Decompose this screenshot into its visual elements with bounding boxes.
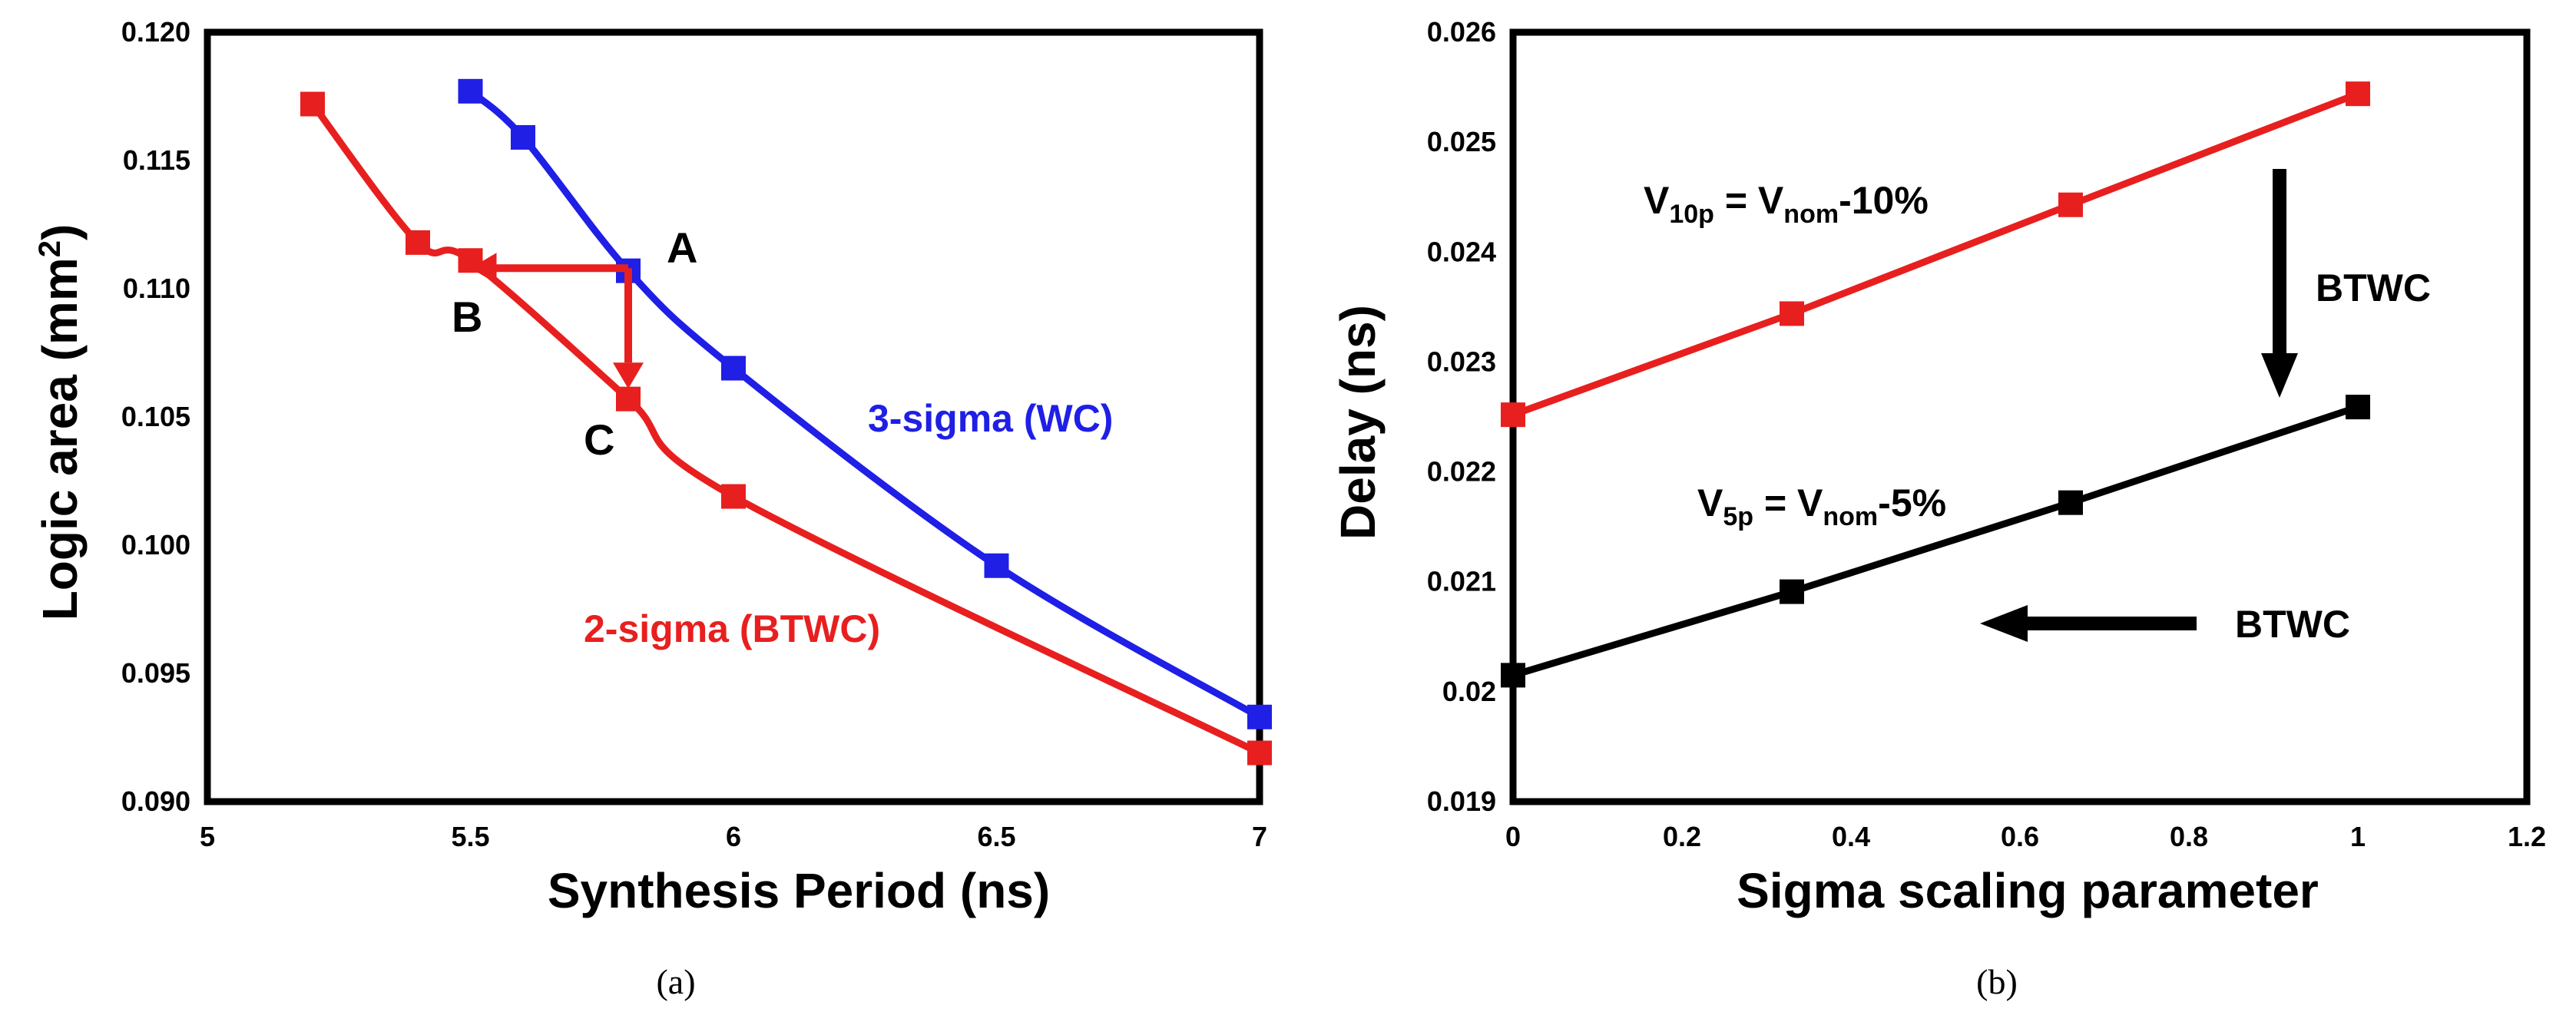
panel-a-x-ticks: 5 5.5 6 6.5 7 (200, 821, 1267, 852)
btwc-left-arrow (1980, 605, 2197, 642)
panel-a-series (310, 88, 1262, 756)
panel-a-plot-area (204, 28, 1263, 805)
y-tick-label: 0.090 (121, 785, 190, 817)
annotation-arrow-2 (613, 268, 644, 389)
data-point-marker (984, 553, 1009, 578)
panel-b-series (1511, 90, 2359, 679)
y-tick-label: 0.100 (121, 529, 190, 561)
x-tick-label: 5 (200, 821, 215, 852)
y-tick-label: 0.023 (1427, 346, 1496, 377)
annotation-point-c: C (584, 415, 614, 464)
data-point-marker (458, 78, 483, 104)
data-point-marker (1780, 579, 1804, 604)
data-point-marker (511, 124, 535, 150)
y-tick-label: 0.02 (1442, 676, 1496, 707)
annotation-point-b: B (452, 293, 482, 341)
data-point-marker (406, 230, 430, 255)
x-tick-label: 1.2 (2508, 821, 2546, 852)
label-v5p: V5p = Vnom-5% (1697, 481, 1946, 531)
y-tick-label: 0.115 (123, 144, 190, 176)
y-tick-label: 0.025 (1427, 126, 1496, 157)
data-point-marker (1247, 740, 1272, 766)
panel-b-markers (1501, 81, 2370, 688)
data-point-marker (300, 91, 325, 117)
series-line-1 (1511, 90, 2359, 418)
x-tick-label: 6 (726, 821, 741, 852)
data-point-marker (1780, 301, 1804, 326)
data-point-marker (1501, 402, 1525, 428)
y-tick-label: 0.019 (1427, 785, 1496, 817)
y-tick-label: 0.110 (123, 273, 190, 304)
data-point-marker (2346, 81, 2370, 107)
x-tick-label: 7 (1252, 821, 1267, 852)
btwc-label-horizontal: BTWC (2235, 603, 2350, 646)
caption-a: (a) (656, 962, 695, 1001)
panel-b-x-axis-title: Sigma scaling parameter (1737, 863, 2319, 918)
data-point-marker (721, 484, 746, 509)
panel-a-arrows (470, 253, 644, 389)
data-point-marker (2346, 395, 2370, 420)
x-tick-label: 0.2 (1663, 821, 1701, 852)
series-line-2 (310, 101, 1261, 756)
panel-a: 0.090 0.095 0.100 0.105 0.110 0.115 0.120 5 5.5… (32, 16, 1272, 918)
panel-a-x-axis-title: Synthesis Period (ns) (548, 863, 1050, 918)
caption-b: (b) (1976, 962, 2018, 1001)
data-point-marker (616, 386, 641, 412)
x-tick-label: 0.6 (2001, 821, 2039, 852)
data-point-marker (2058, 192, 2083, 217)
data-point-marker (2058, 490, 2083, 515)
x-tick-label: 6.5 (977, 821, 1015, 852)
y-tick-label: 0.021 (1427, 566, 1496, 597)
annotation-point-a: A (667, 223, 697, 272)
x-tick-label: 0.4 (1832, 821, 1870, 852)
panel-b: 0.0190.020.0210.0220.0230.0240.0250.026 … (1330, 16, 2546, 918)
series-line-2 (1511, 403, 2359, 679)
data-point-marker (1247, 704, 1272, 729)
y-tick-label: 0.105 (121, 401, 190, 432)
data-point-marker (721, 356, 746, 381)
btwc-label-vertical: BTWC (2316, 266, 2431, 309)
x-tick-label: 1 (2350, 821, 2366, 852)
data-point-marker (1501, 663, 1525, 688)
x-tick-label: 0 (1505, 821, 1521, 852)
x-tick-label: 5.5 (451, 821, 489, 852)
y-tick-label: 0.024 (1427, 236, 1496, 267)
y-tick-label: 0.026 (1427, 16, 1496, 48)
panel-b-y-ticks: 0.019 0.02 0.021 0.022 0.023 0.024 0.025 0.026 (1427, 16, 1496, 817)
y-tick-label: 0.095 (121, 657, 190, 689)
panel-b-x-ticks: 0 0.2 0.4 0.6 0.8 1 1.2 (1505, 821, 2546, 852)
panel-a-y-axis-title: Logic area (mm2) (32, 224, 88, 621)
btwc-down-arrow (2261, 169, 2298, 398)
panel-b-plot-area (1509, 28, 2531, 805)
annotation-arrow-1 (470, 253, 628, 284)
y-tick-label: 0.120 (121, 16, 190, 48)
legend-label-3-sigma-wc: 3-sigma (WC) (868, 397, 1113, 440)
x-tick-label: 0.8 (2170, 821, 2208, 852)
y-tick-label: 0.022 (1427, 456, 1496, 488)
panel-b-y-axis-title: Delay (ns) (1330, 305, 1386, 540)
legend-label-2-sigma-btwc: 2-sigma (BTWC) (584, 607, 880, 650)
label-v10p: V10p = Vnom-10% (1644, 179, 1929, 229)
panel-a-y-ticks: 0.090 0.095 0.100 0.105 0.110 0.115 0.120 (121, 16, 190, 817)
panel-a-markers (300, 78, 1272, 766)
